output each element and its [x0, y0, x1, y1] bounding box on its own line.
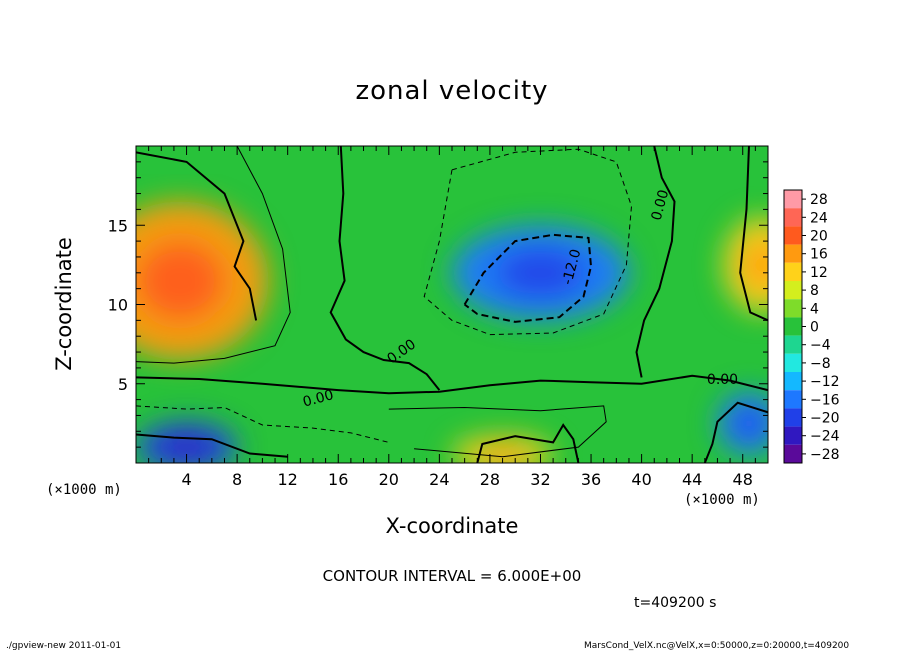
- colorbar-label: 8: [810, 283, 819, 299]
- x-unit-label-right: (×1000 m): [684, 492, 760, 508]
- field-blobs: [136, 201, 768, 463]
- y-tick-label: 5: [118, 375, 128, 394]
- contour-zero-bottomleft: [136, 433, 288, 458]
- colorbar-swatch: [784, 244, 802, 263]
- velocity-field: [136, 146, 768, 463]
- field-feature-core: [742, 241, 768, 289]
- contour-minus12: [463, 233, 593, 323]
- x-axis-label: X-coordinate: [385, 514, 519, 538]
- x-tick-label: 40: [631, 470, 651, 489]
- y-axis: 5 10 15: [108, 161, 768, 448]
- field-feature-core: [161, 434, 212, 460]
- colorbar-label: −24: [810, 429, 840, 445]
- colorbar-label: −12: [810, 374, 840, 390]
- colorbar-swatch: [784, 299, 802, 318]
- colorbar-label: 0: [810, 320, 819, 336]
- colorbar-label: −8: [810, 356, 831, 372]
- x-tick-label: 16: [328, 470, 348, 489]
- colorbar-swatch: [784, 408, 802, 427]
- x-tick-label: 8: [232, 470, 242, 489]
- contour-zero-bottomright: [703, 401, 768, 463]
- contour-label: 0.00: [649, 188, 673, 222]
- x-tick-label: 24: [429, 470, 449, 489]
- x-tick-label: 32: [530, 470, 550, 489]
- contour-zero-right: [635, 146, 676, 378]
- x-tick-label: 4: [181, 470, 191, 489]
- colorbar-swatch: [784, 190, 802, 209]
- colorbar-label: 28: [810, 192, 828, 208]
- colorbar-label: −20: [810, 411, 840, 427]
- colorbar-swatch: [784, 335, 802, 354]
- contour-interval-text: CONTOUR INTERVAL = 6.000E+00: [322, 567, 582, 585]
- colorbar-label: −4: [810, 338, 831, 354]
- contour-zero-horizontal: [136, 374, 768, 395]
- colorbar-swatch: [784, 390, 802, 409]
- contour-label: 0.00: [301, 387, 335, 411]
- y-tick-label: 10: [108, 296, 128, 315]
- footer-right-text: MarsCond_VelX.nc@VelX,x=0:50000,z=0:2000…: [584, 641, 850, 651]
- footer-left-text: ./gpview-new 2011-01-01: [6, 641, 122, 651]
- x-tick-label: 44: [682, 470, 702, 489]
- contour-lines: [136, 146, 768, 463]
- colorbar-label: −16: [810, 392, 840, 408]
- colorbar-swatch: [784, 262, 802, 281]
- contour-zero-rightedge: [739, 146, 768, 322]
- colorbar-swatch: [784, 317, 802, 336]
- colorbar-label: 16: [810, 247, 828, 263]
- colorbar-label: 20: [810, 229, 828, 245]
- field-feature-core: [733, 407, 765, 440]
- x-axis: 4 8 12 16 20 24 28 32 36 40 44 48: [148, 146, 756, 489]
- x-unit-label-left: (×1000 m): [46, 482, 122, 498]
- field-feature-core: [136, 241, 225, 321]
- colorbar-swatch: [784, 372, 802, 391]
- colorbar-label: 24: [810, 210, 828, 226]
- colorbar: 28 24 20 16 12 8 4 0 −4 −8 −12 −16 −20 −24 −28: [783, 189, 840, 464]
- contour-label: 0.00: [707, 372, 738, 388]
- contour-minus6-bottom: [136, 405, 389, 443]
- contour-plus6: [136, 146, 291, 364]
- y-axis-label: Z-coordinate: [52, 237, 76, 371]
- x-tick-label: 48: [733, 470, 753, 489]
- colorbar-swatch: [784, 226, 802, 245]
- x-tick-label: 36: [581, 470, 601, 489]
- colorbar-swatch: [784, 281, 802, 300]
- y-tick-label: 15: [108, 216, 128, 235]
- colorbar-swatch: [784, 353, 802, 372]
- contour-zero-topleft: [136, 151, 258, 321]
- contour-zero-bottom: [476, 423, 580, 463]
- field-feature-core: [496, 249, 585, 297]
- colorbar-swatch: [784, 426, 802, 445]
- time-label: t=409200 s: [634, 595, 717, 611]
- colorbar-label: −28: [810, 447, 840, 463]
- x-tick-label: 28: [480, 470, 500, 489]
- colorbar-swatch: [784, 208, 802, 227]
- colorbar-label: 4: [810, 301, 819, 317]
- x-tick-label: 12: [278, 470, 298, 489]
- colorbar-swatch: [784, 444, 802, 463]
- contour-plus6-bottom: [388, 405, 607, 458]
- chart-title: zonal velocity: [355, 76, 549, 106]
- x-tick-label: 20: [379, 470, 399, 489]
- contour-zero-vertical: [329, 146, 441, 391]
- colorbar-label: 12: [810, 265, 828, 281]
